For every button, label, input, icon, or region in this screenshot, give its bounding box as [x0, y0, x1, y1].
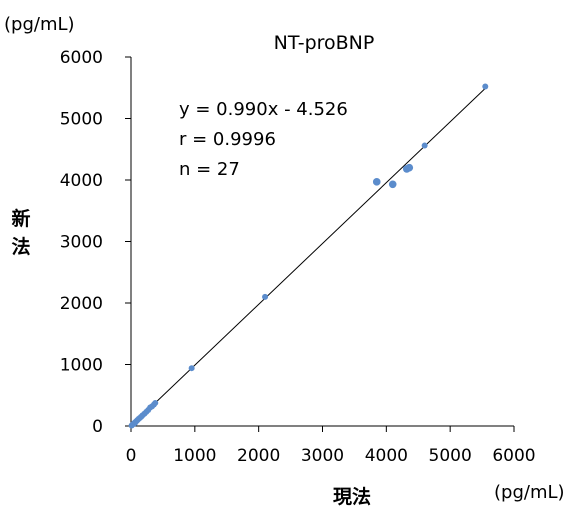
x-unit-label: (pg/mL) — [494, 482, 565, 503]
x-axis-ticks: 0 1000 2000 3000 4000 5000 6000 — [126, 426, 536, 466]
y-axis-title-char: 新 — [11, 207, 30, 230]
y-unit-label: (pg/mL) — [4, 14, 75, 35]
y-tick-label: 2000 — [60, 294, 103, 314]
x-tick-label: 3000 — [301, 446, 344, 466]
x-axis-title: 現法 — [333, 485, 371, 508]
chart-title: NT-proBNP — [274, 32, 375, 54]
y-axis-title-char: 法 — [11, 235, 30, 258]
y-tick-label: 5000 — [60, 110, 103, 130]
data-point — [405, 163, 414, 172]
regression-annotations: y = 0.990x - 4.526 r = 0.9996 n = 27 — [179, 99, 348, 180]
y-tick-label: 1000 — [60, 356, 103, 376]
data-point — [388, 180, 397, 189]
annotation-line: y = 0.990x - 4.526 — [179, 99, 348, 120]
x-tick-label: 1000 — [173, 446, 216, 466]
y-tick-label: 4000 — [60, 171, 103, 191]
y-axis-ticks: 0 1000 2000 3000 4000 5000 6000 — [60, 48, 131, 437]
data-point — [262, 293, 269, 300]
data-point — [421, 142, 428, 149]
y-tick-label: 3000 — [60, 233, 103, 253]
y-tick-label: 6000 — [60, 48, 103, 68]
y-tick-label: 0 — [92, 417, 103, 437]
x-tick-label: 4000 — [365, 446, 408, 466]
data-point — [372, 178, 381, 186]
data-point — [482, 83, 489, 90]
data-point — [152, 399, 159, 406]
x-tick-label: 0 — [126, 446, 137, 466]
data-point — [188, 365, 195, 372]
y-axis-title: 新法 — [11, 207, 30, 258]
annotation-line: n = 27 — [179, 159, 240, 180]
data-point — [131, 420, 138, 427]
x-tick-label: 5000 — [429, 446, 472, 466]
data-points — [128, 83, 489, 429]
x-tick-label: 2000 — [237, 446, 280, 466]
annotation-line: r = 0.9996 — [179, 129, 276, 150]
x-tick-label: 6000 — [492, 446, 535, 466]
